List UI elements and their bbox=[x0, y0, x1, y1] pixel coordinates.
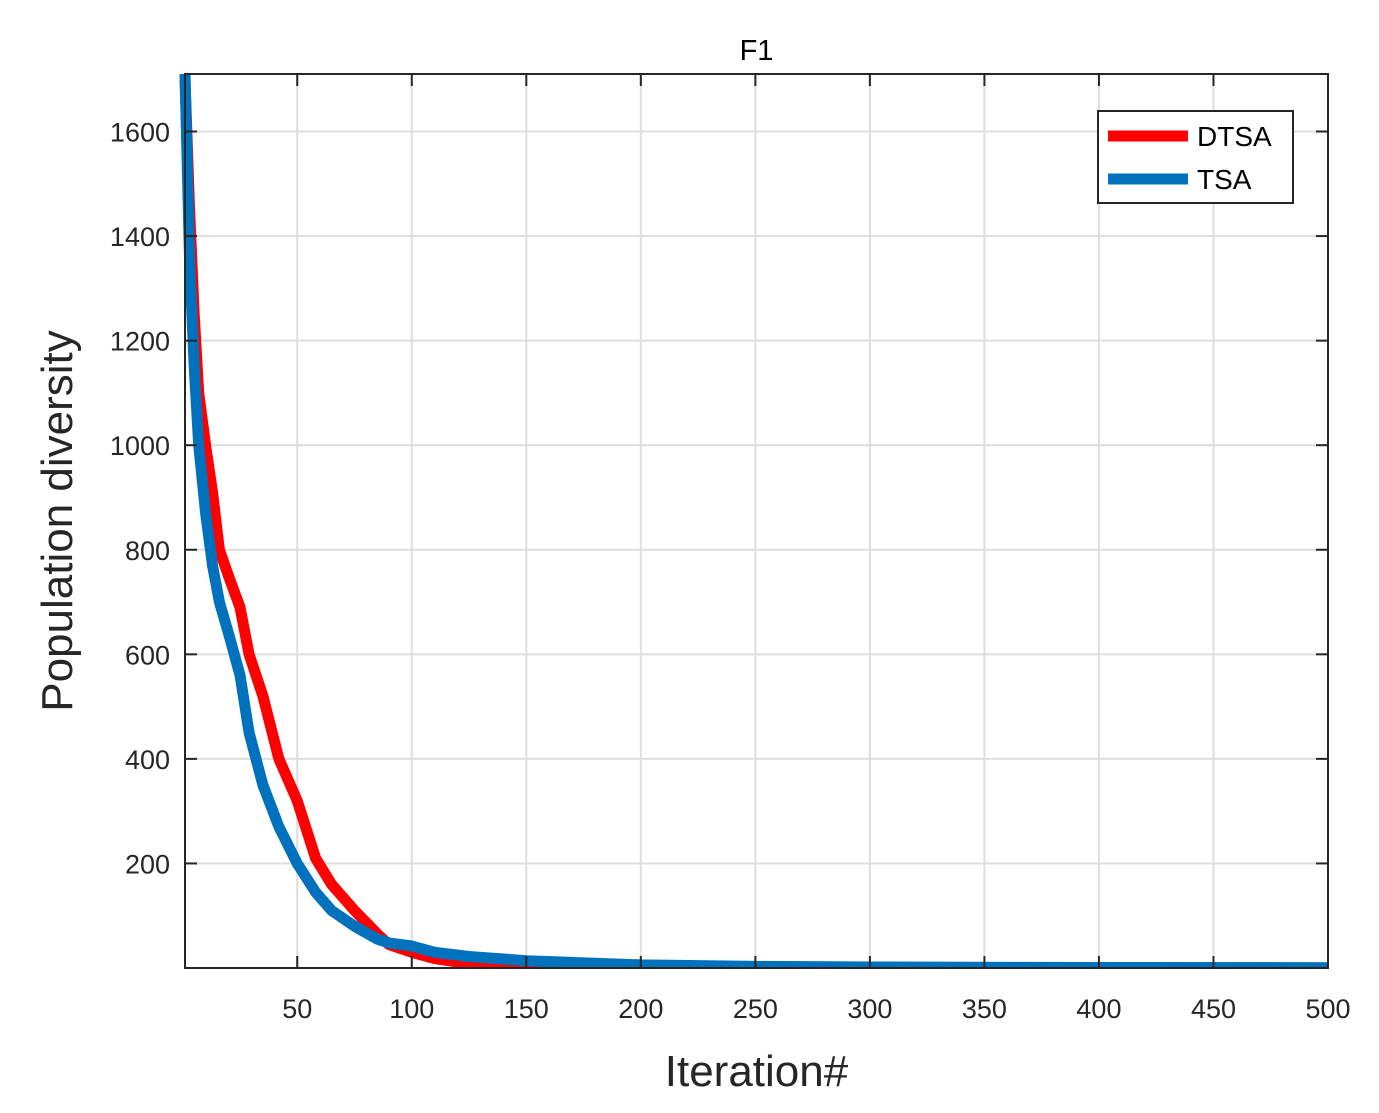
y-tick-label: 1600 bbox=[110, 118, 170, 148]
x-tick-label: 300 bbox=[847, 994, 892, 1024]
chart-title: F1 bbox=[740, 35, 774, 67]
series-line-tsa bbox=[179, 74, 1328, 968]
y-tick-label: 400 bbox=[125, 745, 170, 775]
x-tick-label: 250 bbox=[733, 994, 778, 1024]
legend-box bbox=[1097, 110, 1294, 204]
y-axis-label: Population diversity bbox=[33, 330, 82, 712]
x-tick-label: 150 bbox=[504, 994, 549, 1024]
data-series bbox=[179, 74, 1328, 968]
y-tick-label: 1400 bbox=[110, 222, 170, 252]
x-axis-label: Iteration# bbox=[665, 1047, 849, 1096]
y-tick-label: 1000 bbox=[110, 431, 170, 461]
y-tick-label: 1200 bbox=[110, 327, 170, 357]
grid-lines bbox=[185, 74, 1329, 968]
legend-label-dtsa: DTSA bbox=[1197, 121, 1272, 152]
y-tick-labels: 200 400 600 800 1000 1200 1400 1600 bbox=[110, 118, 170, 880]
x-tick-label: 450 bbox=[1191, 994, 1236, 1024]
x-tick-label: 500 bbox=[1305, 994, 1350, 1024]
axes-box bbox=[184, 73, 1329, 969]
x-tick-label: 50 bbox=[282, 994, 312, 1024]
x-tick-labels: 50 100 150 200 250 300 350 400 450 500 bbox=[282, 994, 1350, 1024]
x-tick-label: 200 bbox=[618, 994, 663, 1024]
x-tick-label: 400 bbox=[1076, 994, 1121, 1024]
x-tick-label: 100 bbox=[389, 994, 434, 1024]
legend-label-tsa: TSA bbox=[1197, 164, 1252, 195]
axis-ticks bbox=[185, 74, 1329, 968]
y-tick-label: 600 bbox=[125, 640, 170, 670]
y-tick-label: 200 bbox=[125, 849, 170, 879]
x-tick-label: 350 bbox=[962, 994, 1007, 1024]
y-tick-label: 800 bbox=[125, 536, 170, 566]
legend: DTSA TSA bbox=[1097, 110, 1294, 204]
series-line-dtsa bbox=[179, 79, 1328, 968]
